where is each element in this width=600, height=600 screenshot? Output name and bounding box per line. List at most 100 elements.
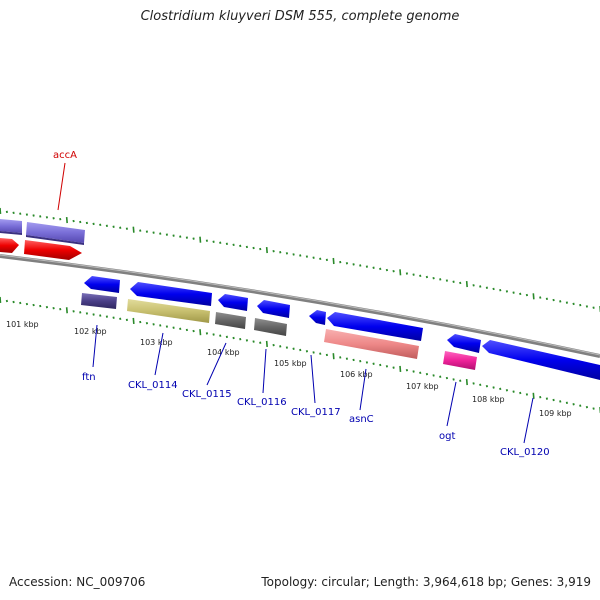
gene-label-CKL_0117[interactable]: CKL_0117 (291, 407, 341, 418)
label-leader-accA (57, 162, 66, 211)
feature-cds-asnC[interactable] (327, 312, 423, 341)
outer-ring-minor-tick (72, 219, 75, 223)
feature-cds-CKL_0114[interactable] (130, 282, 212, 306)
inner-ring-minor-tick (32, 303, 35, 307)
feature-cds-CKL_0117[interactable] (309, 310, 326, 325)
feature-cog-CKL_0116[interactable] (254, 318, 287, 336)
gene-label-CKL_0114[interactable]: CKL_0114 (128, 380, 178, 391)
feature-cog-asnC[interactable] (324, 329, 419, 359)
feature-cds-CKL_0120[interactable] (482, 340, 600, 380)
gene-label-ftn[interactable]: ftn (82, 372, 96, 383)
inner-ring-minor-tick (592, 407, 595, 410)
inner-ring-minor-tick (212, 333, 215, 336)
feature-cog-ogt[interactable] (443, 351, 477, 370)
outer-ring-minor-tick (212, 240, 215, 243)
inner-ring-minor-tick (312, 351, 315, 354)
inner-ring-minor-tick (512, 390, 515, 393)
inner-ring-minor-tick (125, 318, 129, 322)
outer-ring-minor-tick (479, 285, 482, 288)
outer-ring-major-tick (265, 247, 268, 254)
scale-label-107: 107 kbp (406, 382, 439, 391)
inner-ring-minor-tick (525, 393, 529, 396)
feature-cog-ftn[interactable] (81, 293, 117, 309)
inner-ring-minor-tick (412, 370, 415, 373)
outer-ring-major-tick (332, 257, 335, 265)
outer-ring-minor-tick (79, 220, 82, 224)
inner-ring-minor-tick (425, 372, 429, 376)
inner-ring-minor-tick (579, 404, 582, 407)
outer-ring-minor-tick (572, 302, 575, 306)
outer-ring-minor-tick (292, 253, 295, 256)
outer-ring-minor-tick (585, 305, 589, 308)
gene-label-accA[interactable]: accA (53, 150, 77, 161)
feature-cds-CKL_0115[interactable] (218, 294, 248, 311)
inner-ring-minor-tick (105, 315, 109, 318)
inner-ring-minor-tick (72, 310, 75, 313)
inner-ring-minor-tick (432, 374, 435, 377)
outer-ring-minor-tick (165, 233, 169, 236)
inner-ring-major-tick (265, 340, 268, 348)
outer-ring-minor-tick (172, 234, 175, 237)
outer-ring-minor-tick (565, 301, 569, 304)
feature-cds-CKL_0116[interactable] (257, 300, 290, 318)
outer-ring-minor-tick (425, 275, 429, 279)
inner-ring-minor-tick (419, 371, 422, 375)
outer-ring-minor-tick (105, 224, 109, 228)
inner-ring-minor-tick (245, 339, 249, 342)
inner-ring-minor-tick (545, 397, 549, 400)
inner-ring-minor-tick (459, 379, 462, 382)
outer-ring-minor-tick (499, 288, 502, 292)
outer-ring-major-tick (465, 281, 468, 288)
scale-label-104: 104 kbp (207, 348, 240, 357)
feature-cds-red-1[interactable] (0, 238, 19, 253)
outer-ring-minor-tick (19, 212, 22, 215)
inner-ring-minor-tick (345, 357, 349, 360)
inner-ring-major-tick (132, 317, 135, 325)
scale-label-101: 101 kbp (6, 320, 39, 329)
outer-ring-minor-tick (39, 215, 42, 218)
outer-ring-minor-tick (272, 249, 275, 253)
accession-text: Accession: NC_009706 (9, 575, 146, 589)
outer-ring-minor-tick (12, 211, 15, 215)
gene-label-ogt[interactable]: ogt (439, 431, 455, 442)
outer-ring-minor-tick (419, 274, 422, 278)
outer-ring-minor-tick (285, 252, 289, 255)
inner-ring-minor-tick (439, 375, 442, 378)
outer-ring-minor-tick (312, 256, 315, 259)
outer-ring-minor-tick (232, 243, 235, 247)
inner-ring-minor-tick (325, 353, 329, 357)
inner-ring-minor-tick (565, 401, 569, 405)
outer-ring-minor-tick (239, 244, 242, 248)
outer-ring-minor-tick (339, 260, 342, 264)
outer-ring-minor-tick (452, 280, 455, 283)
inner-ring-minor-tick (492, 386, 495, 389)
genome-stats-text: Topology: circular; Length: 3,964,618 bp… (261, 575, 591, 589)
inner-ring-minor-tick (232, 336, 235, 340)
inner-ring-minor-tick (472, 382, 475, 385)
scale-label-106: 106 kbp (340, 370, 373, 379)
feature-cds-ogt[interactable] (447, 334, 481, 353)
genome-backbone (0, 254, 600, 358)
outer-ring-minor-tick (25, 213, 29, 216)
gene-label-CKL_0116[interactable]: CKL_0116 (237, 397, 287, 408)
gene-label-asnC[interactable]: asnC (349, 414, 374, 425)
outer-ring-minor-tick (519, 292, 522, 296)
outer-ring-minor-tick (112, 225, 115, 228)
outer-ring-minor-tick (559, 300, 562, 303)
gene-label-CKL_0120[interactable]: CKL_0120 (500, 447, 550, 458)
inner-ring-minor-tick (165, 325, 169, 328)
feature-cog-purple-1[interactable] (0, 219, 22, 235)
outer-ring-minor-tick (345, 262, 349, 265)
inner-ring-minor-tick (485, 384, 489, 388)
feature-cog-CKL_0114[interactable] (127, 299, 210, 323)
feature-cog-purple-2[interactable] (26, 222, 85, 245)
feature-cds-ftn[interactable] (84, 276, 120, 293)
outer-ring-minor-tick (85, 221, 89, 225)
feature-cog-CKL_0115[interactable] (215, 312, 246, 329)
inner-ring-minor-tick (79, 311, 82, 314)
outer-ring-minor-tick (319, 257, 322, 261)
outer-ring-minor-tick (459, 281, 462, 285)
feature-cds-red-accA[interactable] (24, 240, 82, 260)
inner-ring-minor-tick (25, 302, 29, 306)
gene-label-CKL_0115[interactable]: CKL_0115 (182, 389, 232, 400)
